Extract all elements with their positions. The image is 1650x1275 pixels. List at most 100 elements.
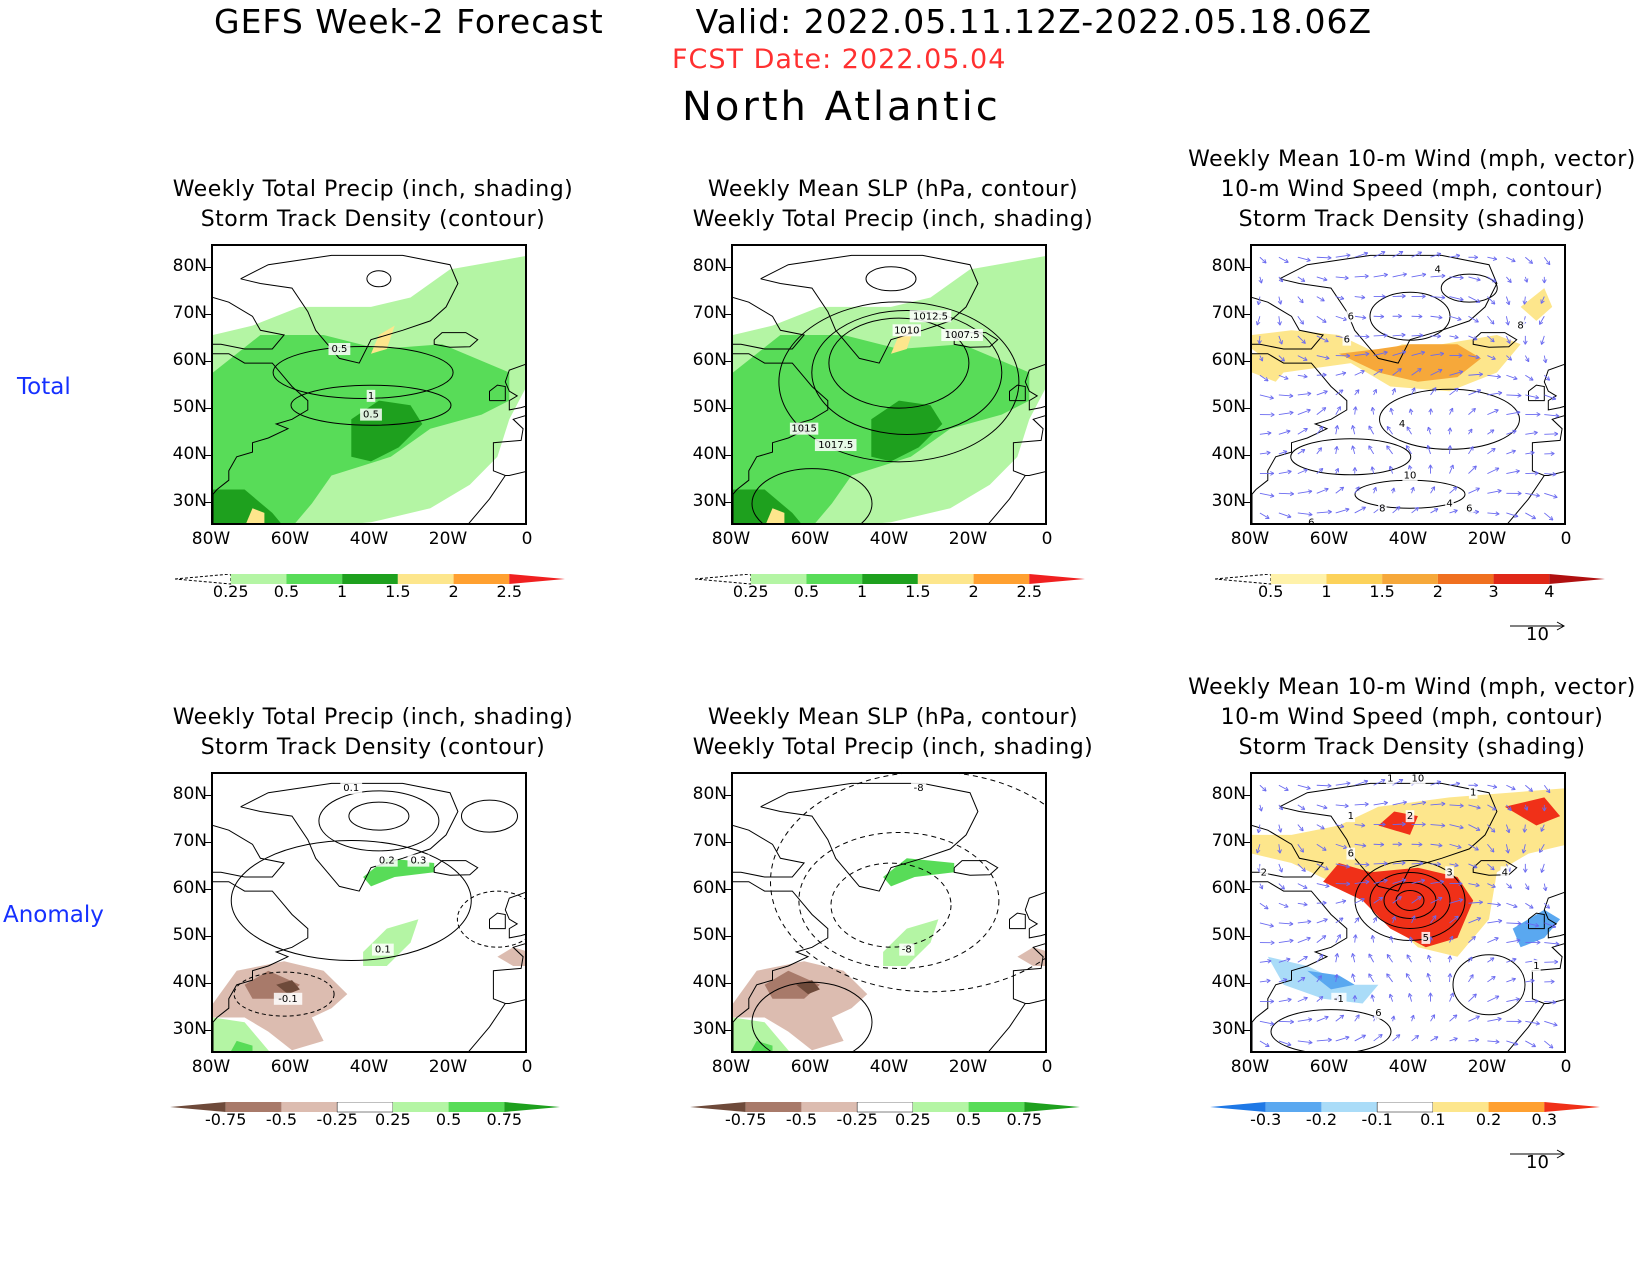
lat-tick bbox=[725, 842, 731, 844]
colorbar-label: 1.5 bbox=[905, 582, 931, 601]
colorbar-swatch bbox=[1437, 574, 1494, 584]
map-canvas: 0.5 1 0.5 bbox=[213, 254, 525, 523]
precip-anomaly-neg-light bbox=[213, 961, 348, 1051]
colorbar-swatch bbox=[1029, 574, 1085, 584]
colorbar bbox=[690, 1099, 1080, 1118]
north-america-coast bbox=[733, 881, 829, 1051]
panel-title-line: Weekly Mean 10-m Wind (mph, vector) bbox=[1188, 675, 1636, 700]
lat-tick bbox=[1244, 1029, 1250, 1031]
africa-coast bbox=[988, 475, 1026, 523]
contour-label: 3 bbox=[1446, 867, 1452, 878]
colorbar-swatch bbox=[397, 574, 454, 584]
contour-label: 2 bbox=[1407, 811, 1413, 822]
lat-tick bbox=[725, 361, 731, 363]
lat-tick bbox=[1244, 454, 1250, 456]
precip-anomaly-neg-heavy bbox=[796, 980, 820, 995]
lon-tick-label: 80W bbox=[711, 1057, 751, 1077]
panel-title-line: Storm Track Density (shading) bbox=[1238, 207, 1586, 232]
lat-tick-label: 50N bbox=[172, 924, 207, 945]
vector-reference-arrow bbox=[1510, 616, 1566, 635]
colorbar bbox=[170, 1099, 560, 1118]
lat-tick-label: 60N bbox=[692, 350, 727, 371]
storm-density-contour bbox=[272, 345, 454, 399]
panel-title-line: Weekly Mean SLP (hPa, contour) bbox=[707, 177, 1079, 202]
lon-tick-label: 80W bbox=[191, 529, 231, 549]
contour-label: -8 bbox=[902, 945, 912, 956]
colorbar-label: -0.3 bbox=[1250, 1110, 1282, 1129]
colorbar-swatch bbox=[1321, 1102, 1378, 1112]
lat-tick-label: 80N bbox=[692, 784, 727, 805]
lat-tick-label: 40N bbox=[692, 443, 727, 464]
panel-title-line: 10-m Wind Speed (mph, contour) bbox=[1220, 177, 1604, 202]
lat-tick bbox=[205, 407, 211, 409]
europe-coast bbox=[492, 363, 525, 476]
wind-speed-contour bbox=[1452, 954, 1526, 1016]
colorbar-label: 0.3 bbox=[1531, 1110, 1557, 1129]
map-canvas: 1 10 2 1 2 6 3 4 5 6 1 -1 1 bbox=[1252, 774, 1564, 1051]
colorbar-swatch bbox=[690, 1102, 746, 1112]
colorbar-swatch bbox=[281, 1102, 338, 1112]
contour-label: 4 bbox=[1399, 419, 1405, 430]
lat-tick bbox=[205, 935, 211, 937]
europe-coast bbox=[1531, 891, 1564, 1004]
north-america-coast bbox=[1252, 881, 1348, 1051]
contour-label: 1007.5 bbox=[945, 330, 980, 341]
lat-tick-label: 30N bbox=[1211, 1018, 1246, 1039]
lon-tick-label: 80W bbox=[1230, 529, 1270, 549]
colorbar-label: 0.1 bbox=[1420, 1110, 1446, 1129]
ireland-coast bbox=[489, 912, 506, 930]
slp-contour bbox=[778, 301, 1020, 463]
precip-anomaly-pos-south bbox=[213, 1017, 269, 1051]
contour-label: 1 bbox=[1470, 788, 1476, 799]
africa-coast bbox=[1507, 475, 1545, 523]
panel-title-line: Weekly Mean 10-m Wind (mph, vector) bbox=[1188, 147, 1636, 172]
storm-anomaly-neg-mid bbox=[1307, 970, 1355, 990]
contour-label: 6 bbox=[1348, 849, 1354, 860]
map-panel: 4 6 6 4 8 10 4 6 6 8 bbox=[1250, 244, 1566, 525]
colorbar-swatch bbox=[862, 574, 918, 584]
storm-density-contour bbox=[290, 384, 452, 426]
lat-tick bbox=[205, 842, 211, 844]
colorbar bbox=[1210, 1099, 1600, 1118]
lon-tick-label: 40W bbox=[349, 529, 389, 549]
lon-tick-label: 60W bbox=[1309, 1057, 1349, 1077]
slp-contour bbox=[751, 468, 873, 523]
colorbar-swatch bbox=[286, 574, 343, 584]
lon-tick-label: 40W bbox=[869, 529, 909, 549]
lat-tick-label: 60N bbox=[692, 878, 727, 899]
colorbar-label: 2 bbox=[448, 582, 459, 601]
vector-reference-label: 10 bbox=[1526, 624, 1549, 645]
lat-tick-label: 50N bbox=[692, 396, 727, 417]
colorbar-swatch bbox=[225, 1102, 282, 1112]
colorbar-swatch bbox=[509, 574, 565, 584]
baffin-coast bbox=[213, 825, 286, 878]
lat-tick-label: 60N bbox=[172, 350, 207, 371]
colorbar-swatch bbox=[504, 1102, 560, 1112]
contour-label: 10 bbox=[1404, 470, 1417, 481]
colorbar-swatch bbox=[1544, 1102, 1600, 1112]
lat-tick-label: 80N bbox=[172, 784, 207, 805]
contour-label: 8 bbox=[1379, 503, 1385, 514]
contour-label: 1 bbox=[1533, 961, 1539, 972]
panel-title-line: Weekly Total Precip (inch, shading) bbox=[172, 177, 574, 202]
lon-tick-label: 60W bbox=[790, 529, 830, 549]
colorbar-label: -0.25 bbox=[316, 1110, 358, 1129]
colorbar-swatch bbox=[1493, 574, 1550, 584]
row-label-total: Total bbox=[17, 374, 71, 400]
lon-tick-label: 60W bbox=[790, 1057, 830, 1077]
storm-anomaly-contour bbox=[230, 839, 472, 961]
colorbar-label: 0.25 bbox=[375, 1110, 411, 1129]
lat-tick-label: 70N bbox=[1211, 831, 1246, 852]
lon-tick-label: 0 bbox=[1041, 1057, 1053, 1077]
lat-tick bbox=[725, 501, 731, 503]
lat-tick bbox=[205, 795, 211, 797]
contour-label: 0.3 bbox=[410, 856, 426, 867]
colorbar-swatch bbox=[801, 1102, 858, 1112]
colorbar-label: 0.5 bbox=[955, 1110, 982, 1129]
wind-vectors bbox=[1255, 778, 1560, 1049]
colorbar-label: 0.2 bbox=[1475, 1110, 1502, 1129]
colorbar-label: 1.5 bbox=[385, 582, 411, 601]
colorbar-label: 2 bbox=[968, 582, 979, 601]
ireland-coast bbox=[1009, 912, 1026, 930]
colorbar-label: 0.5 bbox=[435, 1110, 462, 1129]
